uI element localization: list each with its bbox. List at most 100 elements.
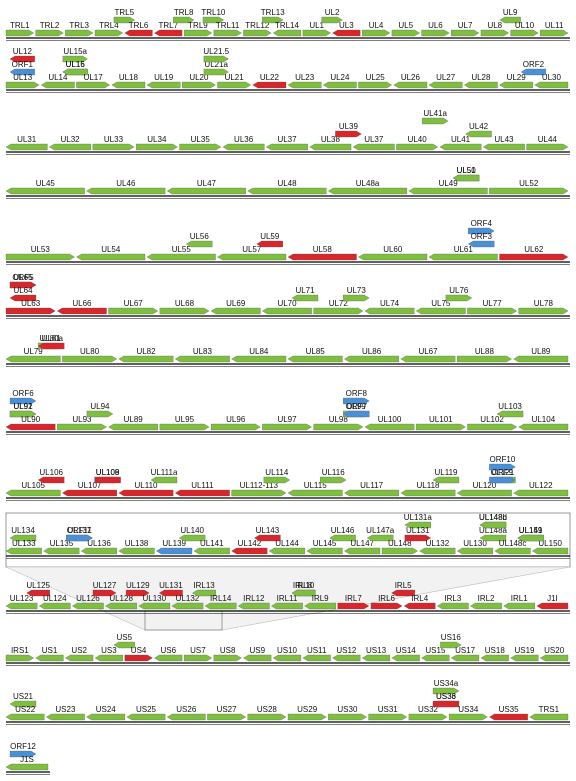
gene-label-ul79: UL79: [24, 347, 44, 356]
gene-label-trl3: TRL3: [69, 21, 89, 30]
gene-arrow-ul24: [322, 81, 357, 89]
gene-arrow-ul21: [217, 81, 252, 89]
gene-label-ul150: UL150: [538, 539, 562, 548]
gene-label-ul55: UL55: [172, 245, 192, 254]
gene-label-ul58: UL58: [313, 245, 333, 254]
gene-label-ul133: UL133: [12, 539, 36, 548]
gene-arrow-ul37: [352, 143, 395, 151]
gene-label-us12: US12: [336, 646, 357, 655]
gene-arrow-us20: [540, 654, 569, 662]
gene-label-ul45: UL45: [36, 179, 56, 188]
gene-arrow-us22: [5, 713, 45, 721]
gene-label-ul148: UL148: [388, 539, 412, 548]
gene-label-ul35: UL35: [191, 135, 211, 144]
gene-arrow-ul22: [252, 81, 287, 89]
gene-label-orf7: ORF7: [346, 402, 368, 411]
gene-arrow-ul82: [118, 355, 174, 363]
gene-arrow-ul131: [159, 589, 183, 597]
gene-label-ul127: UL127: [93, 581, 117, 590]
gene-arrow-ul116: [320, 476, 347, 484]
gene-arrow-ul38: [309, 143, 352, 151]
gene-arrow-ul15a: [62, 55, 88, 63]
gene-arrow-ul100: [364, 423, 415, 431]
gene-label-ul85: UL85: [306, 347, 326, 356]
gene-arrow-orf12: [9, 750, 37, 758]
gene-arrow-us19: [510, 654, 539, 662]
gene-label-ul34: UL34: [147, 135, 167, 144]
gene-arrow-ul61: [428, 253, 498, 261]
gene-arrow-trl1: [5, 29, 34, 37]
gene-arrow-ul5: [391, 29, 420, 37]
gene-arrow-us27: [207, 713, 247, 721]
gene-label-ul137: UL137: [68, 526, 92, 535]
gene-label-ul24: UL24: [330, 73, 350, 82]
gene-label-ul105: UL105: [21, 481, 45, 490]
gene-arrow-ul103: [496, 410, 524, 418]
gene-arrow-ul39: [335, 130, 362, 138]
gene-label-us10: US10: [277, 646, 298, 655]
gene-label-ul106: UL106: [39, 468, 63, 477]
gene-arrow-ul83: [174, 355, 230, 363]
gene-arrow-us32: [408, 713, 448, 721]
gene-label-trl6: TRL6: [129, 21, 149, 30]
gene-label-irl2: IRL2: [478, 594, 495, 603]
gene-arrow-orf8: [343, 397, 370, 405]
gene-label-ul124: UL124: [43, 594, 67, 603]
gene-arrow-orf1: [9, 68, 35, 76]
gene-arrow-us15: [421, 654, 450, 662]
gene-label-ul95: UL95: [175, 415, 195, 424]
gene-arrow-us34: [448, 713, 488, 721]
gene-arrow-ul55: [146, 253, 216, 261]
gene-label-us34: US34: [458, 705, 479, 714]
gene-arrow-ul140: [178, 534, 206, 542]
gene-arrow-us29: [287, 713, 327, 721]
gene-label-us36: US36: [436, 692, 457, 701]
gene-arrow-ul13: [5, 81, 40, 89]
gene-label-ul103: UL103: [498, 402, 522, 411]
gene-arrow-us7: [183, 654, 213, 662]
gene-arrow-orf4: [468, 227, 495, 235]
gene-arrow-ul109: [94, 476, 121, 484]
gene-label-ul19: UL19: [154, 73, 174, 82]
gene-label-ul118: UL118: [417, 481, 441, 490]
gene-arrow-trl10: [202, 16, 225, 24]
gene-label-ul40: UL40: [408, 135, 428, 144]
gene-label-irl3: IRL3: [444, 594, 461, 603]
gene-label-ul136: UL136: [87, 539, 111, 548]
gene-label-ul138: UL138: [125, 539, 149, 548]
gene-arrow-ul16: [62, 68, 88, 76]
gene-arrow-ul6: [421, 29, 450, 37]
gene-arrow-orf3: [467, 240, 495, 248]
gene-label-ul9: UL9: [503, 8, 518, 17]
gene-arrow-ul146: [329, 534, 356, 542]
gene-label-ul48: UL48: [277, 179, 297, 188]
gene-label-ul18: UL18: [119, 73, 139, 82]
gene-label-ul111a: UL111a: [151, 468, 178, 477]
gene-label-ul126: UL126: [76, 594, 100, 603]
gene-arrow-ul97: [262, 423, 312, 431]
gene-arrow-trl11: [213, 29, 242, 37]
gene-label-trs1: TRS1: [539, 705, 560, 714]
gene-arrow-ul120: [456, 489, 512, 497]
gene-label-us15: US15: [425, 646, 446, 655]
gene-label-ul11: UL11: [545, 21, 564, 30]
gene-arrow-us4: [124, 654, 153, 662]
gene-label-ul80: UL80: [80, 347, 100, 356]
gene-label-ul69: UL69: [226, 299, 246, 308]
gene-arrow-ul123: [5, 602, 38, 610]
gene-label-ul78: UL78: [534, 299, 554, 308]
gene-arrow-irl12: [237, 602, 270, 610]
gene-arrow-irl8: [291, 589, 316, 597]
gene-label-trl11: TRL11: [216, 21, 240, 30]
gene-label-ul140: UL140: [180, 526, 204, 535]
gene-arrow-ul43: [482, 143, 525, 151]
gene-arrow-ul35: [179, 143, 222, 151]
gene-arrow-trs1: [529, 713, 569, 721]
gene-arrow-ul117: [344, 489, 399, 497]
gene-arrow-ul52: [489, 187, 569, 195]
gene-label-us23: US23: [55, 705, 76, 714]
gene-arrow-irl5: [391, 589, 415, 597]
gene-label-ul28: UL28: [471, 73, 491, 82]
